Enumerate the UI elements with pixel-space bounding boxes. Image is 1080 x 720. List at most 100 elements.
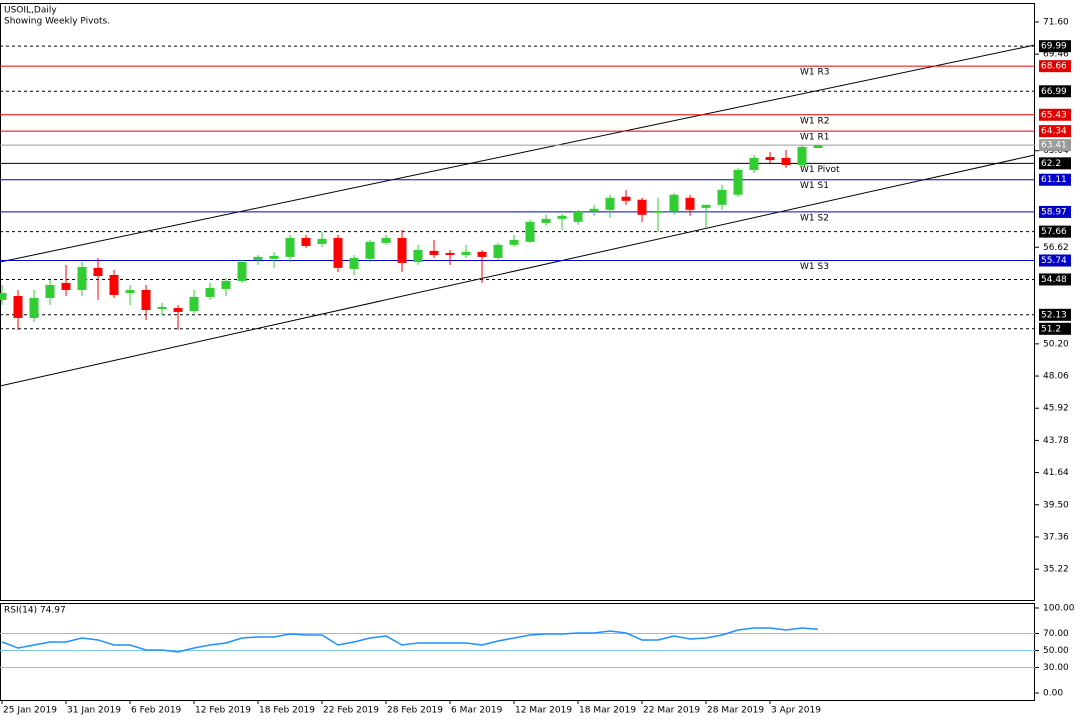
candle-body <box>77 266 87 290</box>
pivot-label: W1 Pivot <box>800 165 840 175</box>
candle-body <box>733 169 743 195</box>
price-box <box>1039 273 1071 286</box>
pivot-label: W1 R1 <box>800 133 829 143</box>
candle-body <box>205 287 215 297</box>
candle-body <box>269 255 279 259</box>
candle-body <box>45 285 55 298</box>
candle-body <box>621 196 631 201</box>
y-tick-label: 0.00 <box>1043 688 1063 698</box>
candle-body <box>61 282 71 290</box>
candle-body <box>125 289 135 294</box>
candle-body <box>109 274 119 295</box>
candle-body <box>173 308 183 312</box>
price-box-label: 64.34 <box>1041 127 1067 137</box>
price-box-label: 62.2 <box>1041 159 1061 169</box>
candle-body <box>493 244 503 258</box>
x-tick-label: 25 Jan 2019 <box>3 706 57 716</box>
candle-body <box>381 237 391 243</box>
candle-body <box>477 251 487 257</box>
y-tick-label: 35.22 <box>1043 565 1069 575</box>
x-tick-label: 12 Feb 2019 <box>195 706 251 716</box>
x-tick-label: 22 Mar 2019 <box>643 706 700 716</box>
x-tick-label: 6 Mar 2019 <box>451 706 503 716</box>
candle-body <box>189 296 199 312</box>
candle-body <box>701 204 711 208</box>
candle-body <box>237 262 247 281</box>
price-box-label: 69.99 <box>1041 42 1067 52</box>
candle-body <box>605 197 615 210</box>
candle-body <box>349 257 359 269</box>
candle-body <box>749 157 759 170</box>
price-box-label: 51.2 <box>1041 324 1061 334</box>
y-tick-label: 30.00 <box>1043 663 1069 673</box>
chart-title: USOIL,Daily <box>4 6 57 16</box>
candle-body <box>93 267 103 277</box>
y-tick-label: 56.62 <box>1043 243 1069 253</box>
y-tick-label: 43.78 <box>1043 436 1069 446</box>
candle-body <box>525 221 535 242</box>
price-box <box>1039 85 1071 98</box>
price-box <box>1039 108 1071 121</box>
x-tick-label: 6 Feb 2019 <box>131 706 182 716</box>
candle-body <box>141 289 151 310</box>
rsi-pane <box>0 603 1035 701</box>
candle-body <box>365 241 375 259</box>
candle-body <box>397 237 407 263</box>
x-tick-label: 22 Feb 2019 <box>323 706 379 716</box>
candle-body <box>717 189 727 205</box>
rsi-line <box>1 627 819 653</box>
y-tick-label: 70.00 <box>1043 629 1069 639</box>
candle-body <box>29 297 39 318</box>
y-tick-label: 69.46 <box>1043 50 1069 60</box>
candle-body <box>765 157 775 161</box>
price-box <box>1039 308 1071 321</box>
candle-body <box>0 293 7 300</box>
x-tick-label: 28 Feb 2019 <box>387 706 443 716</box>
price-box-label: 54.48 <box>1041 275 1067 285</box>
price-box <box>1039 125 1071 138</box>
trendline <box>0 154 1036 387</box>
price-box-label: 57.66 <box>1041 227 1067 237</box>
y-tick-label: 48.06 <box>1043 372 1069 382</box>
candle-body <box>541 218 551 223</box>
candle-body <box>813 145 823 149</box>
candle-body <box>669 194 679 212</box>
candle-body <box>653 211 663 213</box>
candle-body <box>797 146 807 165</box>
chart-subtitle: Showing Weekly Pivots. <box>4 17 110 27</box>
price-box <box>1039 157 1071 170</box>
pivot-label: W1 R2 <box>800 116 829 126</box>
x-tick-label: 18 Mar 2019 <box>579 706 636 716</box>
price-box-label: 61.11 <box>1041 175 1067 185</box>
candle-body <box>317 238 327 244</box>
candle-body <box>461 251 471 255</box>
x-tick-label: 31 Jan 2019 <box>67 706 121 716</box>
candle-body <box>333 237 343 268</box>
candle-body <box>157 306 167 309</box>
candle-body <box>253 256 263 260</box>
pivot-label: W1 S1 <box>800 181 829 191</box>
candle-body <box>13 296 23 318</box>
candle-body <box>685 197 695 210</box>
candle-body <box>221 280 231 289</box>
candle-body <box>509 239 519 245</box>
price-box-label: 68.66 <box>1041 62 1067 72</box>
candle-body <box>301 237 311 246</box>
candle-body <box>445 252 455 255</box>
candle-body <box>557 215 567 219</box>
y-tick-label: 37.36 <box>1043 532 1069 542</box>
y-tick-label: 41.64 <box>1043 468 1069 478</box>
price-box-label: 66.99 <box>1041 87 1067 97</box>
price-box <box>1039 139 1071 152</box>
price-box <box>1039 322 1071 335</box>
price-box <box>1039 60 1071 73</box>
candle-body <box>589 208 599 212</box>
pivot-label: W1 S3 <box>800 262 829 272</box>
price-box <box>1039 254 1071 267</box>
y-tick-label: 100.00 <box>1043 603 1075 613</box>
pivot-label: W1 R3 <box>800 68 829 78</box>
candle-body <box>413 249 423 263</box>
price-box-label: 63.41 <box>1041 141 1067 151</box>
